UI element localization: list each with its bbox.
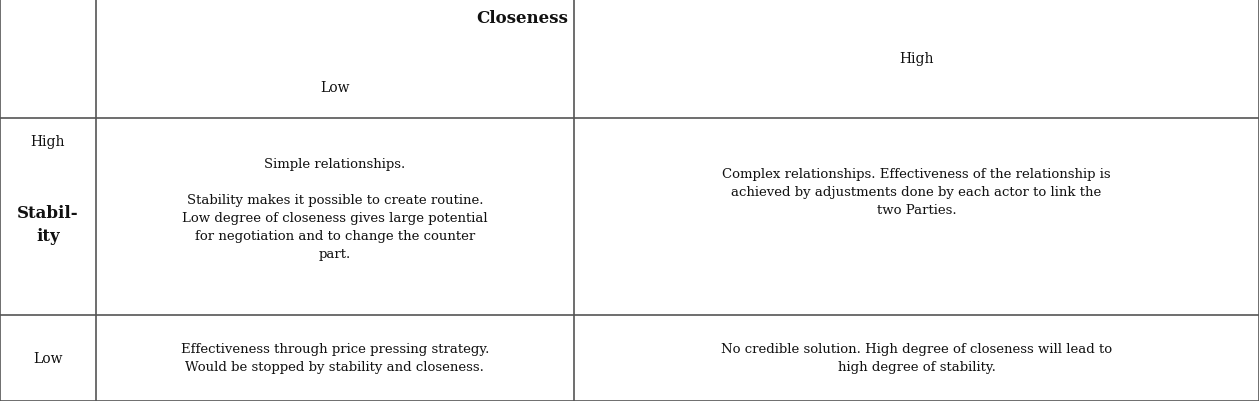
Text: High: High <box>30 134 65 148</box>
Text: Effectiveness through price pressing strategy.
Would be stopped by stability and: Effectiveness through price pressing str… <box>181 342 488 373</box>
Text: Stabil-
ity: Stabil- ity <box>18 205 78 245</box>
Text: No credible solution. High degree of closeness will lead to
high degree of stabi: No credible solution. High degree of clo… <box>721 342 1112 373</box>
Text: High: High <box>899 52 934 66</box>
Text: Closeness: Closeness <box>476 10 568 27</box>
Text: Low: Low <box>320 81 350 95</box>
Text: Simple relationships.

Stability makes it possible to create routine.
Low degree: Simple relationships. Stability makes it… <box>183 157 487 260</box>
Text: Low: Low <box>33 351 63 365</box>
Text: Complex relationships. Effectiveness of the relationship is
achieved by adjustme: Complex relationships. Effectiveness of … <box>723 168 1110 217</box>
